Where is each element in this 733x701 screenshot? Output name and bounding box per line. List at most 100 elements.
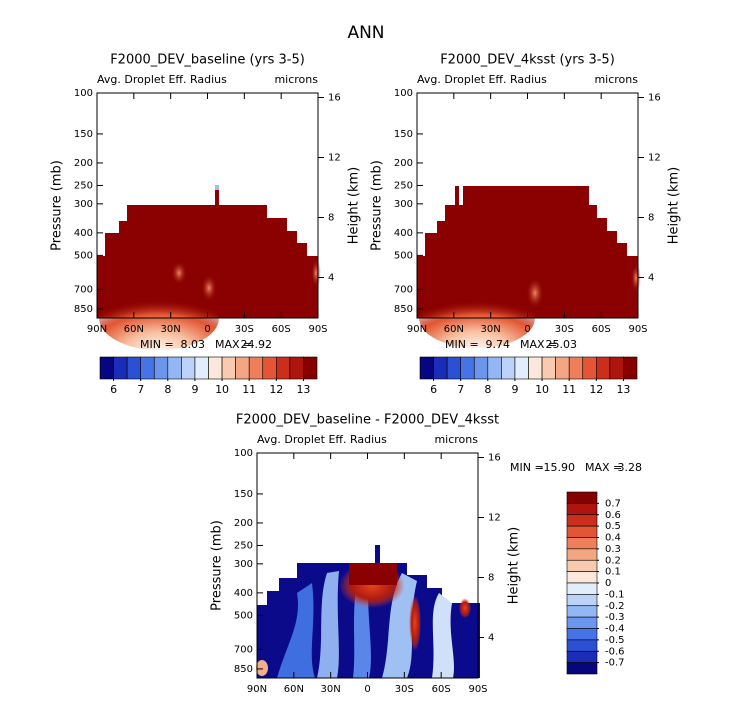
colorbar-label: 11 [562,383,576,396]
y-tick-label: 500 [74,250,93,261]
colorbar-box [582,356,597,380]
colorbar-box [221,356,236,380]
x-tick-label: 60S [432,684,451,695]
colorbar-box [289,356,304,380]
colorbar-label: 6 [430,383,437,396]
x-tick-label: 60N [124,324,144,335]
units: microns [434,433,478,446]
y-tick-label: 150 [234,489,253,500]
y-tick-label: 300 [74,199,93,210]
y-tick-label: 250 [234,540,253,551]
max-label: MAX = [585,461,622,474]
colorbar-label: -0.6 [605,646,625,657]
y-tick-label: 200 [234,518,253,529]
colorbar-box [113,356,128,380]
colorbar-label: 10 [215,383,229,396]
figure-title: ANN [347,23,384,43]
variable-name: Avg. Droplet Eff. Radius [97,73,227,86]
colorbar-box [140,356,155,380]
units: microns [594,73,638,86]
units: microns [274,73,318,86]
colorbar-label: 0 [605,578,611,589]
y-tick-label: 250 [74,180,93,191]
variable-name: Avg. Droplet Eff. Radius [257,433,387,446]
max-value: 24.92 [241,338,273,351]
colorbar-box [566,616,598,629]
min-value: 9.74 [486,338,511,351]
y-tick-label: 150 [394,129,413,140]
colorbar-box [99,356,114,380]
y-tick-label: 300 [394,199,413,210]
y-tick-label: 100 [394,88,413,99]
y2-tick-label: 16 [648,93,661,104]
colorbar-box [194,356,209,380]
colorbar-label: 10 [535,383,549,396]
panel: 100 150 200 250 300 400 500 700 850 4 8 12 16 90N 60N 3… [370,53,682,336]
x-tick-label: 60S [592,324,611,335]
y-tick-label: 100 [74,88,93,99]
y-tick-label: 850 [74,304,93,315]
y-axis-label: Pressure (mb) [50,160,65,251]
colorbar-box [566,548,598,561]
x-tick-label: 90N [407,324,427,335]
colorbar-box [566,537,598,550]
colorbar-label: 0.7 [605,498,621,509]
colorbar-box [609,356,624,380]
colorbar-label: 0.3 [605,544,621,555]
colorbar-box [514,356,529,380]
contour-field [417,186,641,348]
min-value: 8.03 [181,338,206,351]
colorbar-label: -0.7 [605,658,625,669]
colorbar-label: 0.1 [605,567,621,578]
y2-tick-label: 4 [488,633,494,644]
panel-title: F2000_DEV_baseline - F2000_DEV_4ksst [236,413,499,428]
y-tick-label: 500 [234,610,253,621]
x-tick-label: 90S [628,324,647,335]
x-tick-label: 30S [395,684,414,695]
y2-tick-label: 4 [648,273,654,284]
colorbar-box [235,356,250,380]
x-tick-label: 90S [468,684,487,695]
colorbar-box [276,356,291,380]
colorbar-box [566,628,598,641]
min-label: MIN = [510,461,544,474]
x-tick-label: 60N [284,684,304,695]
colorbar-box [566,491,598,504]
colorbar-box [153,356,169,380]
min-label: MIN = [445,338,479,351]
colorbar-box [566,639,598,652]
contour-field [256,545,480,678]
colorbar-box [566,605,598,618]
max-label: MAX = [215,338,252,351]
colorbar-box [566,525,598,538]
colorbar-label: 11 [242,383,256,396]
y-tick-label: 400 [74,228,93,239]
colorbar-box [566,650,598,663]
colorbar-box [419,356,434,380]
colorbar-box [126,356,141,380]
colorbar-box [460,356,475,380]
colorbar-box [473,356,489,380]
colorbar-box [248,356,264,380]
x-tick-label: 90N [87,324,107,335]
colorbar-label: 0.5 [605,521,621,532]
colorbar-box [566,514,598,527]
y-tick-label: 400 [234,588,253,599]
panel: 100 150 200 250 300 400 500 700 850 4 8 12 16 90N 60N 3… [50,53,362,336]
colorbar-box [303,356,318,380]
colorbar-box [487,356,502,380]
max-value: 3.28 [618,461,643,474]
colorbar-box [623,356,638,380]
x-tick-label: 0 [364,684,370,695]
x-tick-label: 0 [524,324,530,335]
colorbar-box [555,356,570,380]
colorbar-box [446,356,461,380]
colorbar-box [566,594,598,607]
colorbar-box [566,571,598,584]
x-tick-label: 30S [555,324,574,335]
colorbar-label: -0.3 [605,612,625,623]
colorbar-label: 13 [616,383,630,396]
colorbar-label: 13 [296,383,310,396]
colorbar-box [262,356,277,380]
